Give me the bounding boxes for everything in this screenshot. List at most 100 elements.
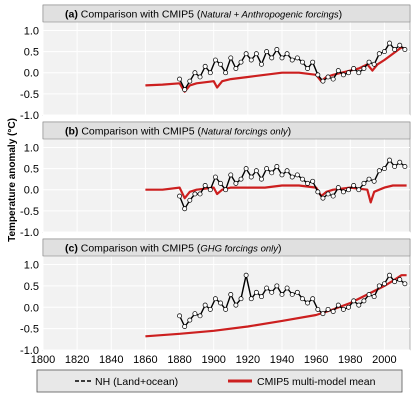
x-tick-label: 1840 — [99, 354, 123, 366]
obs-point — [381, 281, 387, 287]
obs-point — [284, 285, 290, 291]
obs-point — [289, 57, 295, 63]
y-tick-label: 0.5 — [24, 47, 39, 59]
panel-title-main: Comparison with CMIP5 ( — [78, 9, 201, 21]
obs-point — [351, 183, 357, 188]
obs-point — [310, 59, 316, 65]
obs-point — [376, 51, 382, 57]
obs-point — [264, 49, 270, 55]
obs-point — [300, 296, 305, 302]
obs-point — [397, 159, 403, 165]
obs-point — [371, 294, 377, 300]
obs-point — [233, 66, 239, 71]
obs-point — [392, 164, 398, 169]
obs-point — [387, 272, 392, 278]
obs-point — [192, 191, 198, 197]
panel-title: (a) Comparison with CMIP5 (Natural + Ant… — [65, 9, 342, 21]
obs-point — [397, 42, 403, 48]
x-tick-label: 1980 — [338, 354, 362, 366]
obs-point — [325, 191, 331, 197]
plot-area — [42, 4, 411, 116]
obs-point — [197, 191, 203, 197]
obs-point — [223, 70, 229, 76]
obs-point — [284, 168, 290, 174]
obs-point — [279, 292, 285, 297]
obs-point — [253, 289, 259, 295]
plot-area — [42, 121, 411, 233]
y-tick-label: 0.0 — [24, 185, 39, 197]
obs-point — [228, 292, 234, 297]
obs-point — [274, 47, 280, 52]
series-model-line — [145, 46, 408, 93]
obs-point — [320, 78, 326, 84]
obs-point — [182, 87, 188, 93]
obs-point — [264, 166, 270, 172]
obs-point — [397, 277, 403, 282]
obs-point — [212, 174, 218, 180]
obs-point — [202, 63, 208, 69]
y-tick-label: 1.0 — [24, 25, 39, 37]
obs-point — [361, 66, 367, 71]
panel-title-italic: Natural forcings only — [201, 127, 289, 138]
obs-point — [402, 47, 408, 52]
obs-point — [269, 55, 275, 61]
obs-point — [325, 306, 331, 312]
obs-point — [300, 59, 305, 65]
panels-group: (a) Comparison with CMIP5 (Natural + Ant… — [20, 4, 411, 357]
obs-point — [177, 193, 183, 199]
obs-point — [253, 168, 259, 174]
obs-point — [346, 70, 351, 76]
y-tick-label: 0.5 — [24, 164, 39, 176]
obs-point — [294, 55, 300, 61]
obs-point — [392, 279, 398, 285]
y-tick-label: -0.5 — [20, 324, 39, 336]
obs-point — [243, 51, 249, 57]
y-tick-label: -1.0 — [20, 345, 39, 357]
obs-point — [279, 172, 285, 178]
obs-point — [202, 183, 208, 188]
panel-title-prefix: (b) — [65, 126, 78, 138]
obs-point — [325, 74, 331, 80]
obs-point — [351, 66, 357, 71]
plot-area — [42, 238, 411, 351]
obs-point — [274, 283, 280, 289]
panel-title-band — [42, 238, 411, 257]
panel-title-suffix: ) — [339, 9, 343, 21]
obs-point — [192, 70, 198, 76]
obs-point — [346, 304, 351, 310]
obs-point — [192, 311, 198, 317]
obs-point — [218, 180, 223, 186]
obs-point — [289, 292, 295, 297]
y-tick-label: -1.0 — [20, 110, 39, 122]
obs-point — [387, 40, 392, 46]
panel-title-main: Comparison with CMIP5 ( — [78, 243, 201, 255]
obs-point — [340, 189, 346, 195]
panel-a: (a) Comparison with CMIP5 (Natural + Ant… — [20, 4, 411, 122]
obs-point — [207, 187, 213, 193]
x-tick-label: 2000 — [372, 354, 396, 366]
obs-point — [223, 187, 229, 193]
x-tick-label: 1800 — [31, 354, 55, 366]
obs-point — [279, 55, 285, 61]
obs-point — [366, 59, 372, 65]
obs-point — [402, 164, 408, 169]
x-tick-label: 1940 — [270, 354, 294, 366]
obs-point — [248, 57, 254, 63]
x-tick-label: 1960 — [304, 354, 328, 366]
obs-point — [340, 306, 346, 312]
obs-point — [228, 172, 234, 178]
legend: NH (Land+ocean) CMIP5 multi-model mean — [36, 369, 403, 393]
obs-point — [218, 61, 223, 67]
obs-point — [259, 176, 264, 182]
panel-b: (b) Comparison with CMIP5 (Natural forci… — [20, 121, 411, 239]
panel-title-italic: GHG forcings only — [200, 244, 279, 255]
panel-title: (b) Comparison with CMIP5 (Natural forci… — [65, 126, 291, 138]
panel-title-prefix: (a) — [65, 9, 78, 21]
x-tick-label: 1900 — [201, 354, 225, 366]
series-model-line — [145, 184, 407, 204]
obs-point — [233, 302, 239, 308]
obs-point — [177, 76, 183, 82]
obs-point — [248, 174, 254, 180]
obs-point — [243, 166, 249, 172]
obs-point — [207, 306, 213, 312]
